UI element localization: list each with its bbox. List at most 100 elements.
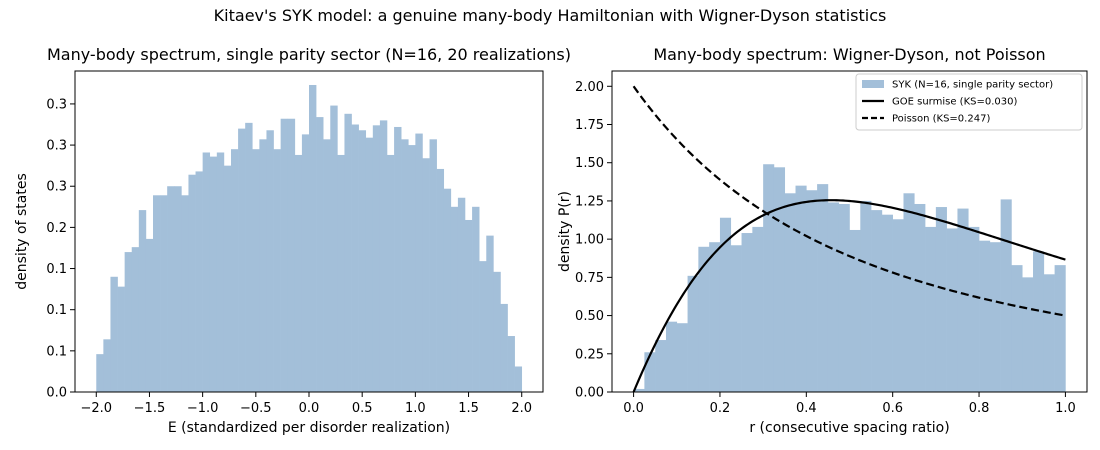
histogram-bar bbox=[957, 208, 969, 392]
legend-frame bbox=[855, 73, 1083, 131]
legend-label: SYK (N=16, single parity sector) bbox=[892, 80, 1053, 91]
x-tick-label: 0.0 bbox=[623, 401, 644, 416]
histogram-bar bbox=[514, 366, 523, 392]
histogram-bar bbox=[167, 186, 175, 392]
histogram-bar bbox=[245, 122, 253, 392]
histogram-bar bbox=[266, 130, 274, 392]
x-tick-label: 2.0 bbox=[511, 401, 532, 416]
x-tick-label: 0.6 bbox=[882, 401, 903, 416]
y-tick-label: 0.3 bbox=[46, 180, 67, 195]
panel-title: Many-body spectrum: Wigner-Dyson, not Po… bbox=[653, 45, 1045, 64]
histogram-bar bbox=[493, 271, 501, 392]
legend-label: GOE surmise (KS=0.030) bbox=[892, 97, 1017, 108]
histogram-bar bbox=[881, 214, 893, 392]
x-tick-label: 1.5 bbox=[458, 401, 479, 416]
y-axis-label: density of states bbox=[14, 173, 30, 289]
histogram-bar bbox=[457, 197, 466, 392]
histogram-bar bbox=[96, 354, 104, 392]
histogram-bar bbox=[644, 352, 656, 392]
y-tick-label: 0.75 bbox=[575, 271, 604, 286]
histogram-bar bbox=[784, 193, 796, 392]
histogram-bar bbox=[344, 113, 352, 393]
legend: SYK (N=16, single parity sector) GOE surm… bbox=[855, 73, 1083, 131]
histogram-bar bbox=[323, 139, 331, 392]
histogram-bar bbox=[174, 186, 182, 392]
y-tick-label: 1.25 bbox=[575, 194, 604, 209]
x-tick-label: 1.0 bbox=[1055, 401, 1076, 416]
histogram-bar bbox=[914, 203, 926, 392]
histogram-bar bbox=[795, 185, 807, 392]
histogram-bar bbox=[860, 200, 872, 392]
histogram-bar bbox=[103, 339, 111, 392]
histogram-bar bbox=[871, 210, 883, 392]
y-tick-label: 0.1 bbox=[46, 303, 67, 318]
histogram-bar bbox=[1054, 265, 1066, 392]
histogram-bar bbox=[730, 245, 742, 392]
histogram-bar bbox=[238, 128, 246, 392]
histogram-bar bbox=[252, 149, 260, 392]
y-tick-label: 2.00 bbox=[575, 80, 604, 95]
x-tick-label: 1.0 bbox=[405, 401, 426, 416]
histogram-bar bbox=[838, 203, 850, 392]
histogram-bar bbox=[849, 229, 861, 392]
histogram-bar bbox=[1011, 265, 1023, 392]
y-tick-label: 1.50 bbox=[575, 156, 604, 171]
histogram-bar bbox=[145, 238, 154, 392]
y-tick-label: 0.00 bbox=[575, 386, 604, 401]
histogram-bar bbox=[415, 133, 423, 393]
histogram-bar bbox=[273, 149, 281, 392]
y-tick-label: 0.0 bbox=[46, 386, 67, 401]
histogram-bar bbox=[979, 240, 991, 392]
histogram-bar bbox=[465, 219, 473, 392]
histogram-bar bbox=[195, 171, 203, 392]
histogram-bar bbox=[892, 219, 904, 392]
histogram-bar bbox=[401, 139, 409, 392]
histogram-bar bbox=[472, 206, 480, 392]
poisson-curve bbox=[632, 85, 1066, 317]
histogram-bar bbox=[989, 242, 1001, 392]
x-tick-label: 0.0 bbox=[299, 401, 320, 416]
histogram-bar bbox=[153, 195, 161, 392]
histogram-bar bbox=[181, 195, 189, 392]
histogram-bar bbox=[687, 275, 699, 392]
histogram-bar bbox=[935, 207, 947, 392]
histogram-bar bbox=[422, 158, 430, 392]
right-panel-spacing-ratio: 0.0 0.2 0.4 0.6 0.8 1.0 0.00 0.25 0.50 0.75 1.00 1.… bbox=[557, 45, 1088, 436]
histogram-bar bbox=[655, 340, 667, 392]
histogram-bar bbox=[124, 252, 133, 392]
panel-title: Many-body spectrum, single parity sector… bbox=[47, 45, 571, 64]
x-tick-label: 0.8 bbox=[969, 401, 990, 416]
y-tick-label: 0.3 bbox=[46, 139, 67, 154]
histogram-bar bbox=[117, 286, 125, 392]
axes-frame bbox=[611, 70, 1088, 393]
histogram-bar bbox=[387, 154, 395, 392]
histogram-bar bbox=[486, 235, 494, 392]
x-axis-label: r (consecutive spacing ratio) bbox=[749, 420, 949, 436]
histogram-bar bbox=[231, 149, 239, 392]
x-tick-label: 0.2 bbox=[710, 401, 731, 416]
y-tick-label: 0.1 bbox=[46, 344, 67, 359]
legend-label: Poisson (KS=0.247) bbox=[892, 114, 990, 125]
histogram-bar bbox=[479, 261, 487, 392]
histogram-bar bbox=[741, 233, 753, 392]
histogram-bar bbox=[209, 156, 218, 392]
y-tick-label: 0.50 bbox=[575, 309, 604, 324]
histogram-bar bbox=[316, 117, 324, 392]
legend-swatch-histogram bbox=[862, 80, 884, 88]
histogram-bar bbox=[507, 336, 515, 392]
histogram-bar bbox=[287, 118, 296, 392]
histogram-bar bbox=[394, 126, 402, 392]
histogram-bar bbox=[633, 388, 645, 392]
histogram-bar bbox=[436, 168, 445, 392]
histogram-bar bbox=[665, 321, 678, 392]
histogram-bar bbox=[330, 105, 338, 393]
goe-surmise-curve bbox=[632, 199, 1066, 393]
histogram-bar bbox=[110, 276, 118, 392]
histogram-bar bbox=[358, 130, 367, 392]
x-axis-label: E (standardized per disorder realization… bbox=[168, 420, 450, 436]
histogram-bar bbox=[429, 139, 437, 392]
histogram-bar bbox=[301, 134, 310, 392]
histogram-bar bbox=[408, 145, 416, 392]
histogram-bar bbox=[443, 188, 452, 392]
